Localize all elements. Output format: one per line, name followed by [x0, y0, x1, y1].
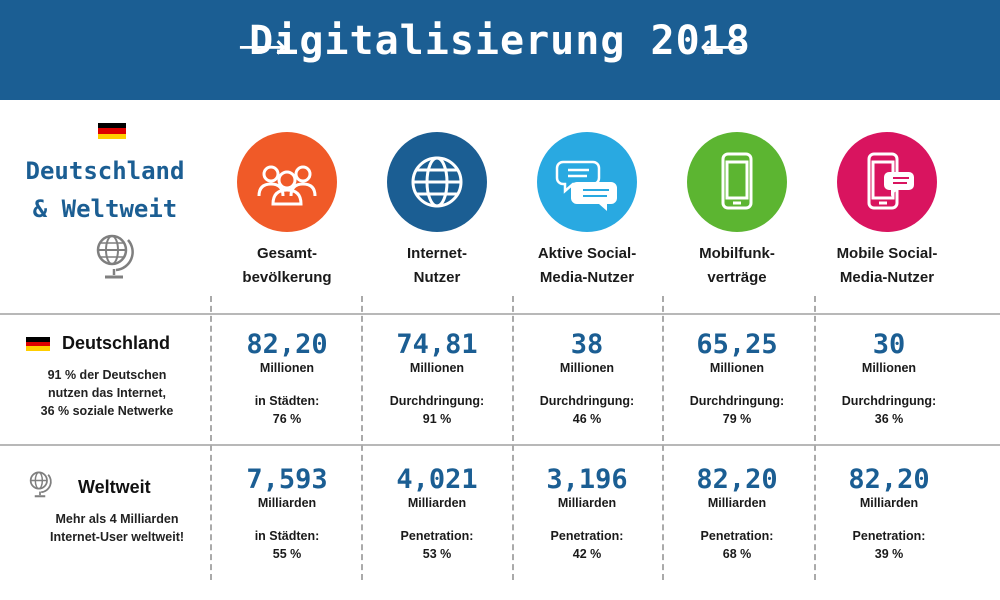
stat-unit: Milliarden	[407, 496, 467, 510]
stat-cell: 74,81 Millionen Durchdringung: 91 %	[362, 330, 512, 428]
row-note-weltweit: Mehr als 4 Milliarden Internet-User welt…	[49, 512, 185, 544]
stat-percent: 53 %	[422, 547, 452, 561]
population-circle	[237, 132, 337, 232]
chat-bubbles-icon	[555, 160, 617, 211]
row-note-deutschland: 91 % der Deutschen nutzen das Internet, …	[40, 368, 174, 418]
globe-icon	[411, 156, 463, 208]
stat-percent: 91 %	[422, 412, 452, 426]
stat-cell: 65,25 Millionen Durchdringung: 79 %	[662, 330, 812, 428]
column-label-mobile-social: Mobile Social- Media-Nutzer	[836, 245, 938, 286]
stat-value: 65,25	[696, 329, 778, 360]
arrow-left-icon: ⟵	[700, 27, 749, 67]
stat-cell: 30 Millionen Durchdringung: 36 %	[814, 330, 964, 428]
column-label-mobile: Mobilfunk-verträge	[699, 245, 775, 286]
stat-unit: Milliarden	[257, 496, 317, 510]
stat-cell: 4,021 Milliarden Penetration: 53 %	[362, 465, 512, 563]
stat-unit: Millionen	[559, 361, 615, 375]
stat-unit: Milliarden	[707, 496, 767, 510]
stat-label: Penetration:	[550, 529, 624, 543]
intro-line-1: Deutschland	[25, 157, 185, 185]
divider-horizontal	[0, 444, 1000, 446]
stat-label: Penetration:	[700, 529, 774, 543]
stat-value: 30	[872, 329, 906, 360]
stat-value: 82,20	[696, 464, 778, 495]
intro-title: Deutschland & Weltweit	[20, 152, 190, 228]
divider-vertical	[361, 296, 363, 580]
column-label-social-media: Aktive Social- Media-Nutzer	[537, 245, 637, 286]
germany-flag-icon	[25, 336, 51, 352]
stat-value: 74,81	[396, 329, 478, 360]
page-title: Digitalisierung 2018	[249, 18, 751, 64]
stat-label: Penetration:	[852, 529, 926, 543]
stat-label: in Städten:	[254, 529, 320, 543]
globe-stand-icon	[96, 234, 134, 279]
stat-unit: Milliarden	[557, 496, 617, 510]
stat-percent: 42 %	[572, 547, 602, 561]
stat-unit: Millionen	[409, 361, 465, 375]
stat-value: 7,593	[246, 464, 328, 495]
stat-cell: 3,196 Milliarden Penetration: 42 %	[512, 465, 662, 563]
stat-label: Durchdringung:	[689, 394, 785, 408]
stat-unit: Milliarden	[859, 496, 919, 510]
divider-vertical	[512, 296, 514, 580]
divider-vertical	[210, 296, 212, 580]
stat-value: 82,20	[246, 329, 328, 360]
germany-flag-icon	[97, 122, 127, 140]
stat-percent: 36 %	[874, 412, 904, 426]
row-title-weltweit: Weltweit	[78, 477, 151, 497]
stat-percent: 55 %	[272, 547, 302, 561]
stat-percent: 46 %	[572, 412, 602, 426]
stat-percent: 79 %	[722, 412, 752, 426]
stat-cell: 82,20 Millionen in Städten: 76 %	[212, 330, 362, 428]
header-banner: ⟶ Digitalisierung 2018 ⟵	[0, 0, 1000, 100]
stat-label: Penetration:	[400, 529, 474, 543]
stat-unit: Millionen	[259, 361, 315, 375]
stat-value: 3,196	[546, 464, 628, 495]
stat-unit: Millionen	[709, 361, 765, 375]
arrow-right-icon: ⟶	[238, 27, 287, 67]
stat-label: Durchdringung:	[539, 394, 635, 408]
mobile-contracts-circle	[687, 132, 787, 232]
internet-circle	[387, 132, 487, 232]
divider-horizontal	[0, 313, 1000, 315]
divider-vertical	[662, 296, 664, 580]
stat-cell: 38 Millionen Durchdringung: 46 %	[512, 330, 662, 428]
stat-label: Durchdringung:	[389, 394, 485, 408]
people-icon	[257, 165, 317, 206]
column-label-internet: Internet- Nutzer	[407, 245, 467, 286]
stat-value: 82,20	[848, 464, 930, 495]
divider-vertical	[814, 296, 816, 580]
column-label-population: Gesamt-bevölkerung	[242, 245, 332, 286]
stat-value: 38	[570, 329, 604, 360]
stat-cell: 82,20 Milliarden Penetration: 68 %	[662, 465, 812, 563]
stat-value: 4,021	[396, 464, 478, 495]
row-title-deutschland: Deutschland	[62, 333, 171, 353]
stat-percent: 39 %	[874, 547, 904, 561]
mobile-phone-icon	[721, 152, 753, 210]
stat-percent: 68 %	[722, 547, 752, 561]
stat-label: in Städten:	[254, 394, 320, 408]
mobile-social-circle	[837, 132, 937, 232]
stat-cell: 7,593 Milliarden in Städten: 55 %	[212, 465, 362, 563]
stat-cell: 82,20 Milliarden Penetration: 39 %	[814, 465, 964, 563]
stat-unit: Millionen	[861, 361, 917, 375]
stat-label: Durchdringung:	[841, 394, 937, 408]
social-media-circle	[537, 132, 637, 232]
globe-stand-icon	[29, 471, 52, 498]
phone-chat-icon	[867, 152, 914, 210]
stat-percent: 76 %	[272, 412, 302, 426]
intro-line-2: & Weltweit	[32, 195, 178, 223]
